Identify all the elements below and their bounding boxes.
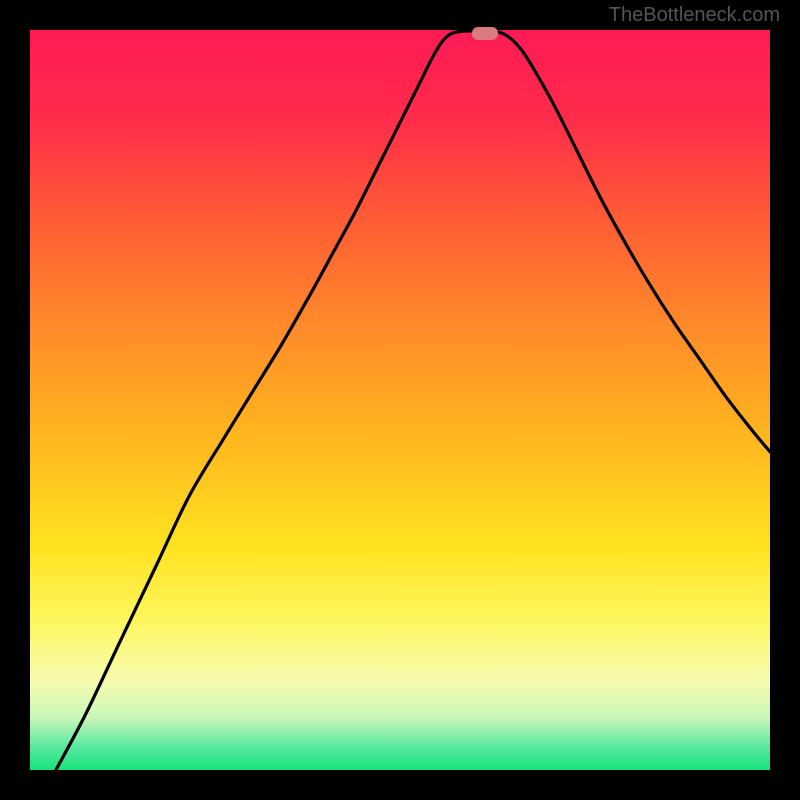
chart-plot-area: [30, 30, 770, 770]
optimum-marker: [472, 27, 498, 40]
watermark-text: TheBottleneck.com: [609, 4, 780, 27]
bottleneck-curve: [30, 30, 770, 770]
